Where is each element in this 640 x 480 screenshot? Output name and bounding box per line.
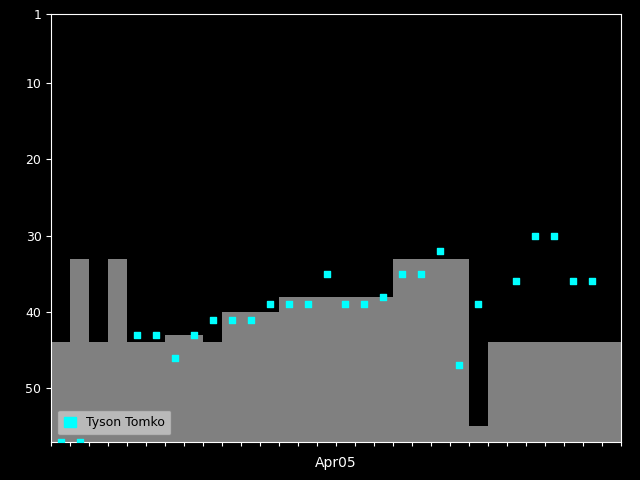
Point	[397, 270, 408, 277]
Point	[207, 316, 218, 324]
Point	[150, 331, 161, 339]
Point	[473, 300, 484, 308]
Point	[416, 270, 426, 277]
Point	[360, 300, 370, 308]
Point	[170, 354, 180, 361]
Point	[435, 247, 445, 255]
Legend: Tyson Tomko: Tyson Tomko	[58, 410, 172, 435]
Point	[56, 438, 66, 445]
Point	[511, 277, 522, 285]
Point	[321, 270, 332, 277]
Point	[188, 331, 198, 339]
Point	[75, 438, 84, 445]
Point	[378, 293, 388, 300]
Point	[568, 277, 579, 285]
Point	[302, 300, 312, 308]
X-axis label: Apr05: Apr05	[315, 456, 357, 470]
Point	[132, 331, 142, 339]
Point	[227, 316, 237, 324]
Point	[264, 300, 275, 308]
Point	[245, 316, 255, 324]
Point	[588, 277, 598, 285]
Point	[530, 232, 540, 240]
Point	[284, 300, 294, 308]
Point	[549, 232, 559, 240]
Point	[454, 361, 465, 369]
Point	[340, 300, 351, 308]
